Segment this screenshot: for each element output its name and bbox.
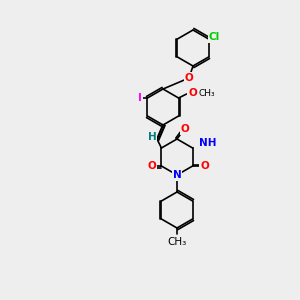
Text: O: O <box>188 88 197 98</box>
Text: O: O <box>147 161 156 171</box>
Text: O: O <box>184 73 194 83</box>
Text: O: O <box>181 124 189 134</box>
Text: NH: NH <box>199 138 216 148</box>
Text: CH₃: CH₃ <box>199 88 215 98</box>
Text: I: I <box>139 93 142 103</box>
Text: Cl: Cl <box>209 32 220 42</box>
Text: N: N <box>172 170 182 180</box>
Text: CH₃: CH₃ <box>167 237 187 247</box>
Text: H: H <box>148 132 156 142</box>
Text: O: O <box>200 161 209 171</box>
